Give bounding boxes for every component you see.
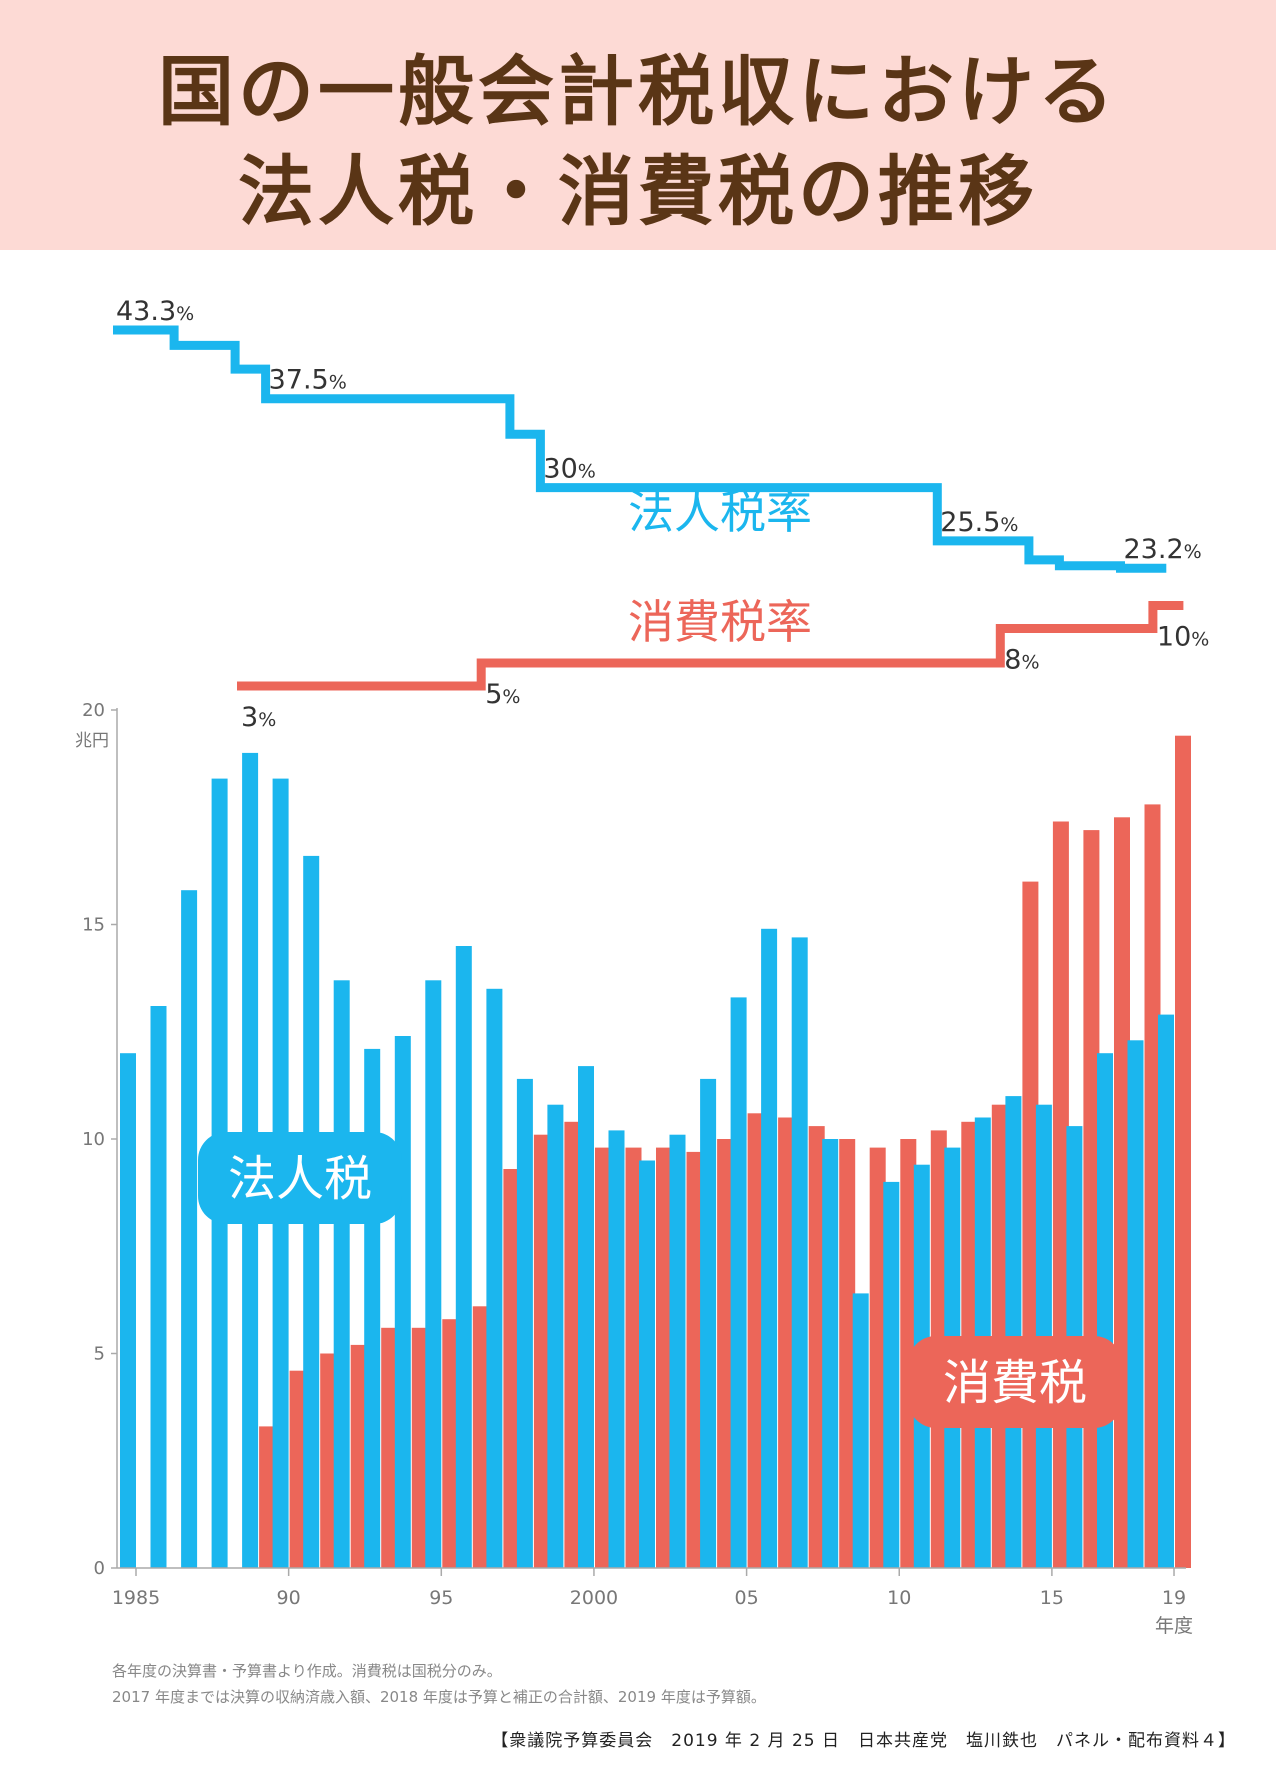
bar-consumption-2001 <box>625 1147 642 1568</box>
bar-corporate-1985 <box>120 1053 136 1568</box>
bar-consumption-2007 <box>808 1126 825 1568</box>
y-tick-label: 15 <box>82 915 105 936</box>
x-tick-label: 10 <box>887 1587 911 1609</box>
bar-corporate-1992 <box>333 980 350 1568</box>
bar-consumption-1989 <box>259 1426 276 1568</box>
corporate-tag-bg <box>198 1132 402 1224</box>
consumption-rate-line <box>237 601 1184 691</box>
bar-corporate-1997 <box>486 988 503 1568</box>
bar-consumption-1993 <box>381 1327 398 1568</box>
header-banner: 国の一般会計税収における 法人税・消費税の推移 <box>0 0 1276 250</box>
bar-consumption-1991 <box>320 1353 337 1568</box>
bar-consumption-2003 <box>686 1151 703 1568</box>
bar-consumption-2006 <box>778 1117 795 1568</box>
bar-consumption-1995 <box>442 1319 459 1568</box>
source-note: 各年度の決算書・予算書より作成。消費税は国税分のみ。 <box>112 1662 502 1680</box>
page-title-line-1: 国の一般会計税収における <box>158 47 1118 136</box>
bar-corporate-1999 <box>547 1104 564 1568</box>
x-tick-label: 95 <box>429 1587 453 1609</box>
bar-corporate-2000 <box>578 1066 594 1568</box>
bar-corporate-2005 <box>730 997 747 1568</box>
y-tick-label: 20 <box>82 700 105 721</box>
bar-consumption-1992 <box>350 1344 367 1568</box>
consumption-rate-value: 8% <box>1004 645 1039 676</box>
corporate-rate-line <box>113 325 1167 573</box>
y-tick-label: 0 <box>94 1558 105 1579</box>
x-tick-label: 19 <box>1162 1587 1186 1609</box>
bar-consumption-1996 <box>472 1306 489 1568</box>
bar-consumption-1990 <box>289 1370 306 1568</box>
bar-consumption-2010 <box>900 1139 917 1568</box>
bar-consumption-2019 <box>1175 735 1191 1568</box>
bars <box>120 735 1191 1569</box>
page-title-line-2: 法人税・消費税の推移 <box>238 147 1038 236</box>
bar-corporate-2001 <box>608 1130 625 1568</box>
rate-lines: 43.3% 37.5% 30% 25.5% 23.2% 法人税率 3% 5% 8% 10% 消費税率 <box>113 296 1209 733</box>
corporate-tag-label: 法人税 <box>228 1151 372 1207</box>
x-axis-unit: 年度 <box>1155 1615 1193 1637</box>
bar-corporate-1986 <box>150 1006 167 1568</box>
x-tick-label: 1985 <box>112 1587 160 1609</box>
bar-corporate-1995 <box>425 980 442 1568</box>
x-tick-label: 05 <box>735 1587 759 1609</box>
bar-corporate-2007 <box>791 937 808 1568</box>
corporate-rate-label: 法人税率 <box>628 485 812 539</box>
corporate-rate-value: 25.5% <box>940 507 1018 538</box>
bar-corporate-2014 <box>1005 1096 1022 1568</box>
consumption-rate-value: 5% <box>485 679 520 710</box>
corporate-rate-value: 43.3% <box>116 296 194 327</box>
consumption-rate-label: 消費税率 <box>628 595 812 649</box>
method-note: 2017 年度までは決算の収納済歳入額、2018 年度は予算と補正の合計額、20… <box>112 1688 766 1706</box>
bar-corporate-2017 <box>1097 1053 1113 1568</box>
corporate-rate-value: 37.5% <box>269 365 347 396</box>
bar-corporate-1987 <box>181 890 198 1568</box>
consumption-rate-value: 10% <box>1157 622 1209 653</box>
bar-consumption-2002 <box>656 1147 672 1568</box>
y-tick-label: 10 <box>82 1129 105 1150</box>
bar-corporate-2006 <box>761 928 778 1568</box>
x-tick-label: 90 <box>277 1587 301 1609</box>
bar-corporate-2003 <box>669 1134 686 1568</box>
bar-corporate-2002 <box>639 1160 655 1568</box>
credit-line: 【衆議院予算委員会 2019 年 2 月 25 日 日本共産党 塩川鉄也 パネル… <box>491 1731 1236 1751</box>
y-axis-unit: 兆円 <box>75 731 109 751</box>
bar-corporate-2019 <box>1158 1014 1174 1568</box>
bar-corporate-2010 <box>883 1181 900 1568</box>
consumption-tag-bg <box>908 1336 1122 1428</box>
bar-corporate-2009 <box>852 1293 869 1568</box>
bar-corporate-1996 <box>455 946 472 1568</box>
bar-consumption-2008 <box>839 1139 856 1568</box>
bar-corporate-2004 <box>700 1078 717 1568</box>
bar-consumption-1997 <box>503 1169 520 1568</box>
bar-consumption-2004 <box>717 1139 734 1568</box>
bar-corporate-2018 <box>1127 1040 1144 1568</box>
y-tick-label: 5 <box>94 1344 105 1365</box>
bar-corporate-2008 <box>822 1139 839 1568</box>
consumption-rate-value: 3% <box>241 702 276 733</box>
corporate-rate-value: 30% <box>543 454 595 485</box>
bar-corporate-1994 <box>394 1036 411 1568</box>
bar-consumption-2000 <box>595 1147 611 1568</box>
bar-consumption-2009 <box>869 1147 886 1568</box>
x-tick-label: 15 <box>1040 1587 1064 1609</box>
bar-consumption-2005 <box>747 1113 764 1568</box>
bar-corporate-1998 <box>516 1078 533 1568</box>
consumption-tag-label: 消費税 <box>943 1355 1087 1411</box>
bar-consumption-1998 <box>533 1134 550 1568</box>
bar-consumption-1999 <box>564 1121 581 1568</box>
bar-consumption-1994 <box>411 1327 428 1568</box>
corporate-rate-value: 23.2% <box>1124 534 1202 565</box>
x-tick-label: 2000 <box>570 1587 618 1609</box>
bar-consumption-2018 <box>1144 804 1161 1568</box>
bar-corporate-1993 <box>364 1048 381 1568</box>
